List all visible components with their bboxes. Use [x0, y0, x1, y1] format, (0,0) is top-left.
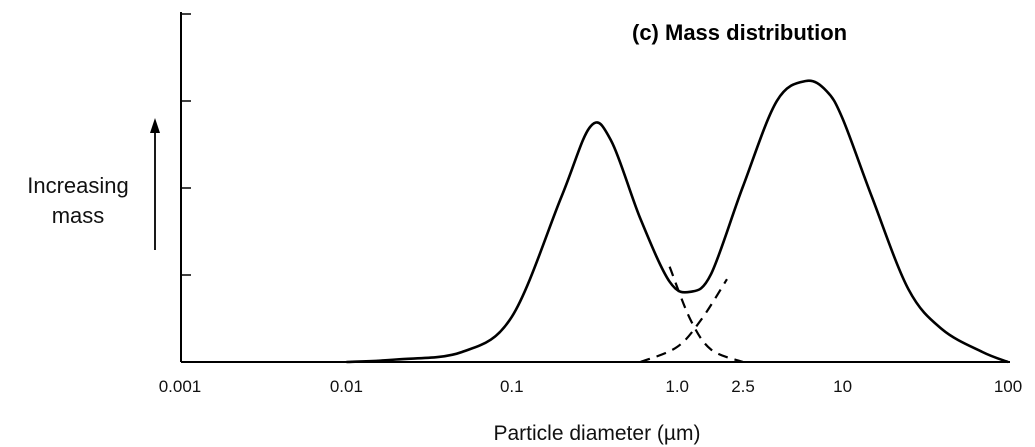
y-axis-ticks	[181, 13, 191, 363]
total-mass-curve	[346, 79, 1009, 364]
x-tick-label: 100	[994, 377, 1022, 396]
x-tick-label: 10	[833, 377, 852, 396]
x-tick-label: 1.0	[665, 377, 689, 396]
plot-area	[346, 79, 1009, 364]
y-axis-label-line-2: mass	[52, 203, 105, 228]
x-axis-tick-labels: 0.001 0.01 0.1 1.0 2.5 10 100	[159, 377, 1022, 396]
x-axis-label: Particle diameter (µm)	[494, 422, 701, 445]
y-axis-arrow	[150, 118, 160, 250]
chart-title: (c) Mass distribution	[632, 20, 847, 45]
x-tick-label: 0.001	[159, 377, 202, 396]
x-tick-label: 0.1	[500, 377, 524, 396]
x-tick-label: 2.5	[731, 377, 755, 396]
x-tick-label: 0.01	[330, 377, 363, 396]
y-axis-label-line-1: Increasing	[27, 173, 129, 198]
fine-mode-dashed-curve	[668, 266, 744, 364]
coarse-mode-dashed-curve	[640, 278, 728, 364]
